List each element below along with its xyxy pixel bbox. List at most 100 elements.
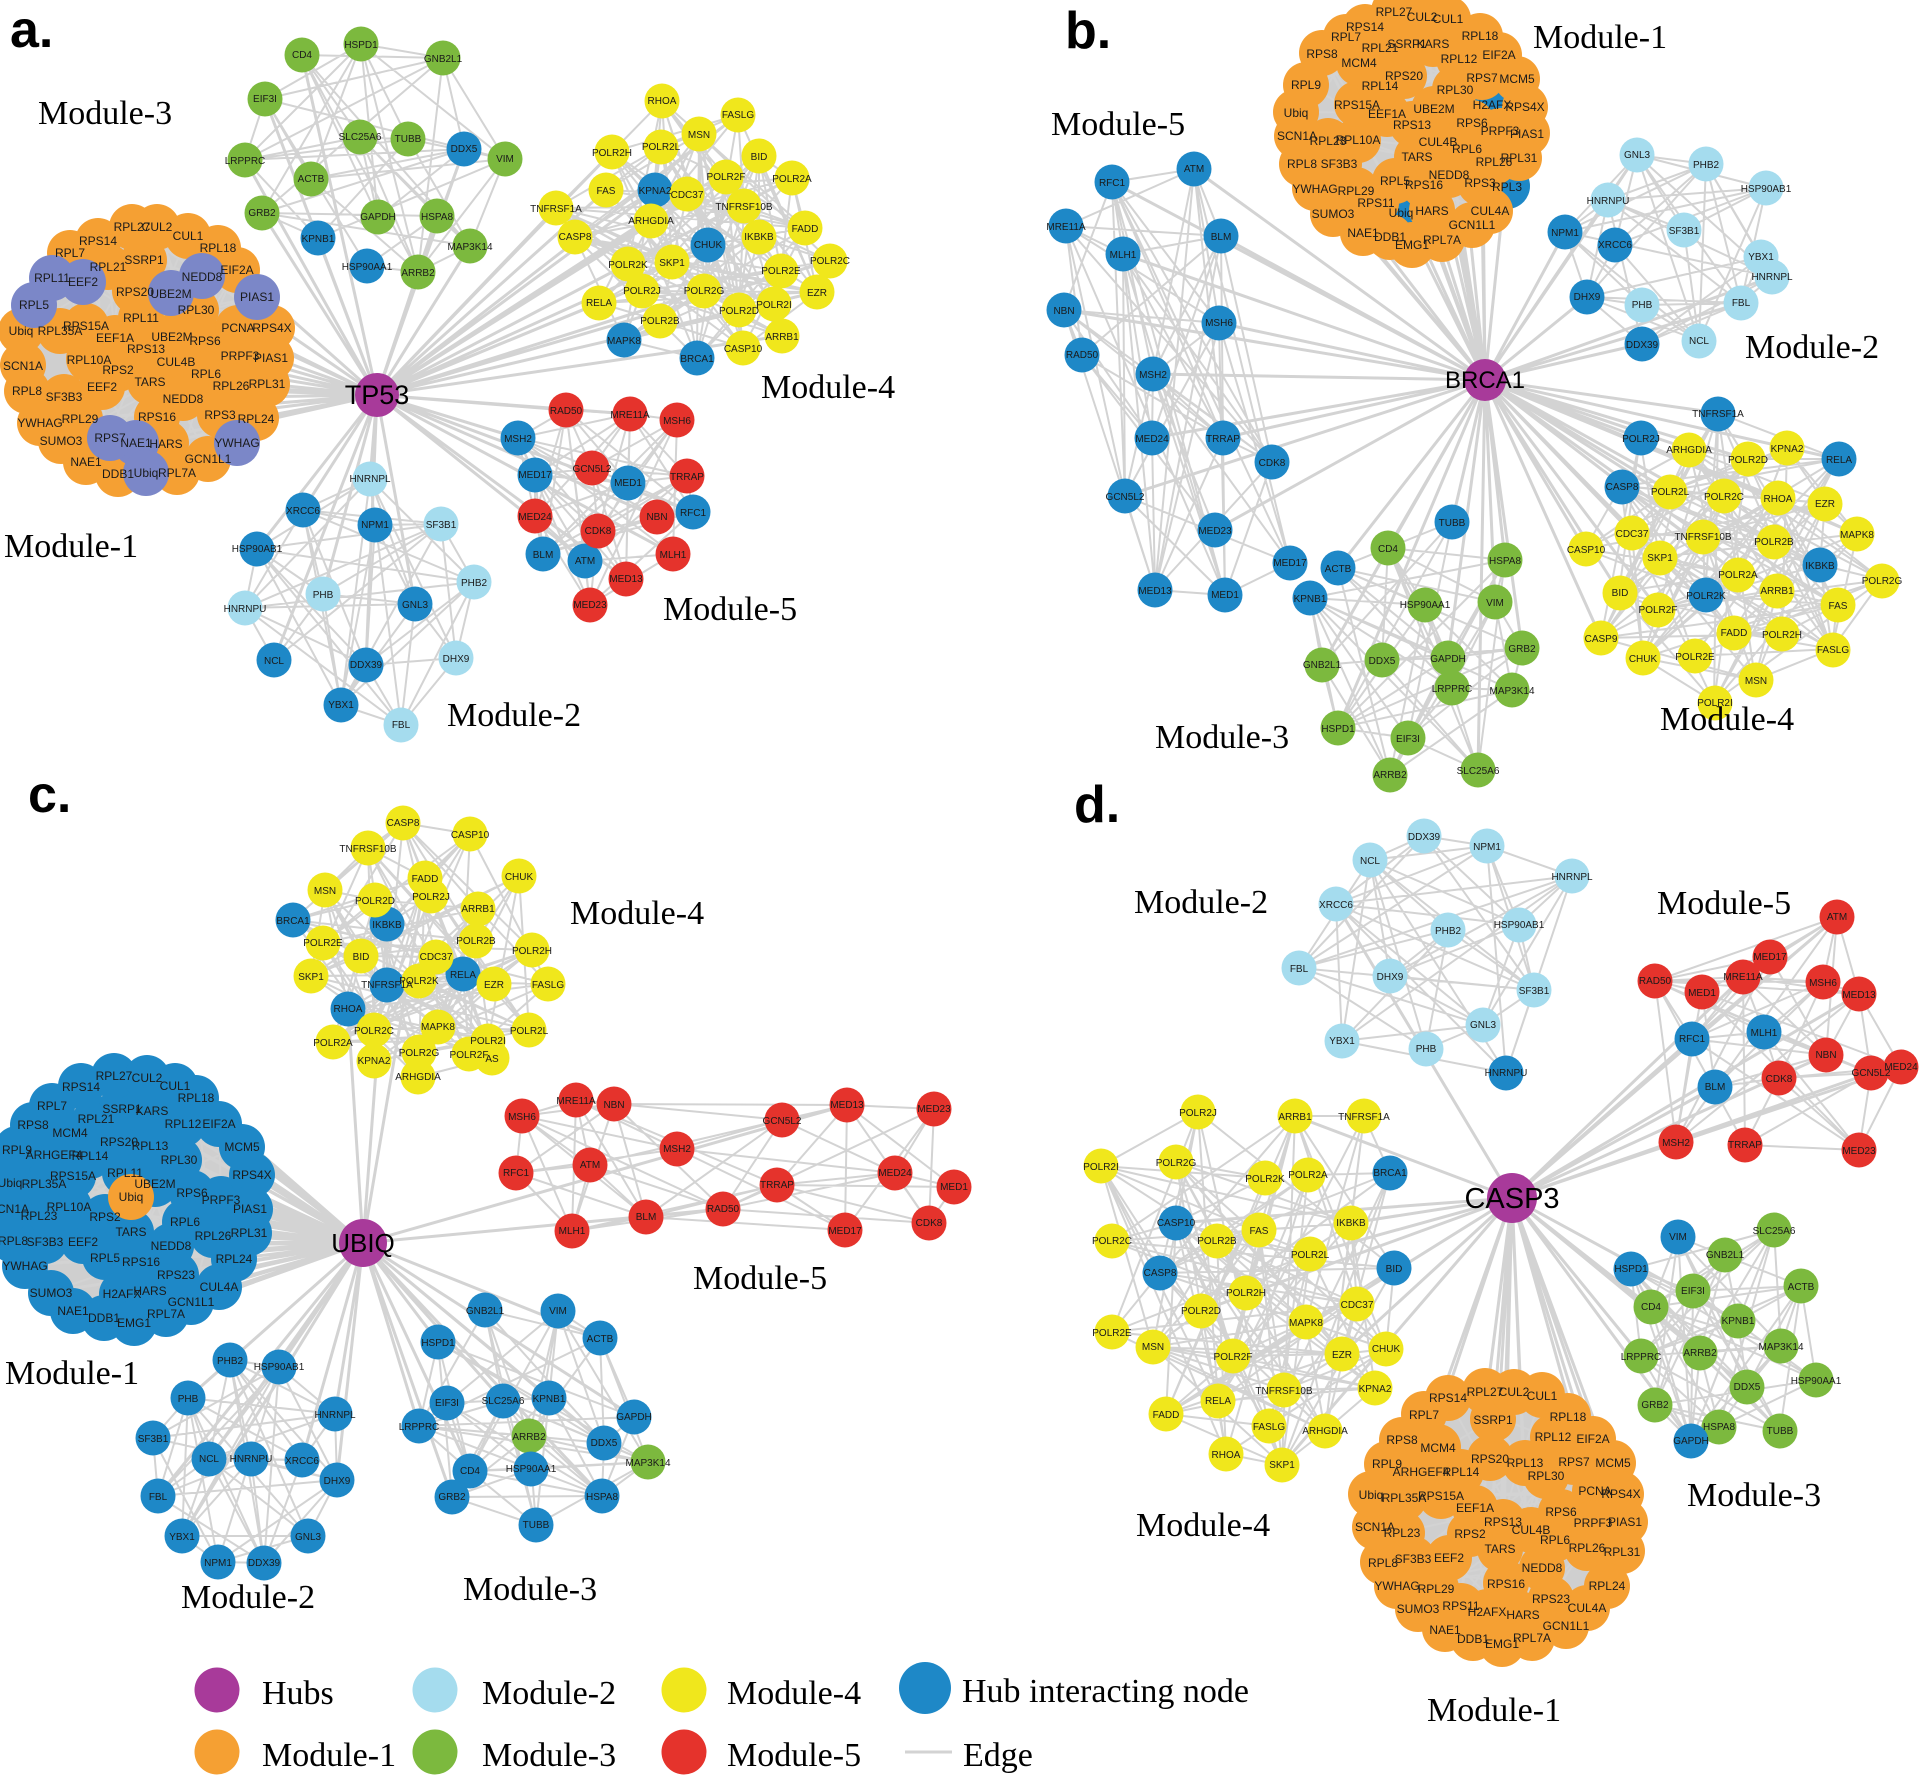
svg-text:RPL23: RPL23: [21, 1209, 58, 1223]
svg-text:POLR2L: POLR2L: [510, 1026, 549, 1037]
svg-text:CDC37: CDC37: [1616, 529, 1649, 540]
svg-text:RFC1: RFC1: [503, 1168, 530, 1179]
svg-text:SF3B3: SF3B3: [1321, 157, 1358, 171]
svg-text:PHB2: PHB2: [217, 1356, 244, 1367]
svg-text:EIF2A: EIF2A: [220, 263, 253, 277]
svg-text:ARRB2: ARRB2: [1683, 1348, 1717, 1359]
svg-text:IKBKB: IKBKB: [372, 920, 402, 931]
svg-text:FADD: FADD: [792, 224, 819, 235]
svg-text:PHB: PHB: [1632, 300, 1653, 311]
svg-text:RPL27: RPL27: [114, 220, 151, 234]
svg-text:KARS: KARS: [136, 1104, 169, 1118]
svg-text:DDX5: DDX5: [591, 1438, 618, 1449]
svg-text:MED1: MED1: [1211, 590, 1239, 601]
svg-text:NAE1: NAE1: [1347, 226, 1379, 240]
svg-text:RPS13: RPS13: [1484, 1515, 1522, 1529]
svg-text:NAE1: NAE1: [57, 1304, 89, 1318]
svg-text:DHX9: DHX9: [1377, 972, 1404, 983]
svg-text:HSPD1: HSPD1: [1614, 1264, 1648, 1275]
svg-text:MLH1: MLH1: [559, 1226, 586, 1237]
svg-text:YBX1: YBX1: [1329, 1036, 1355, 1047]
svg-text:RPL27: RPL27: [1376, 5, 1413, 19]
svg-text:RPS3: RPS3: [204, 408, 236, 422]
svg-text:TUBB: TUBB: [1439, 518, 1466, 529]
svg-text:SCN1A: SCN1A: [0, 1202, 29, 1216]
svg-text:MSH6: MSH6: [663, 416, 691, 427]
svg-text:FASLG: FASLG: [722, 110, 754, 121]
svg-text:XRCC6: XRCC6: [286, 506, 320, 517]
svg-text:SF3B3: SF3B3: [1395, 1552, 1432, 1566]
svg-text:GCN5L2: GCN5L2: [1852, 1068, 1891, 1079]
svg-text:CASP10: CASP10: [451, 830, 490, 841]
svg-text:FBL: FBL: [1290, 964, 1309, 975]
svg-text:RPS23: RPS23: [1532, 1592, 1570, 1606]
svg-text:VIM: VIM: [1486, 598, 1504, 609]
svg-text:RPS15A: RPS15A: [1418, 1489, 1464, 1503]
svg-text:HNRNPL: HNRNPL: [1551, 872, 1593, 883]
svg-text:BRCA1: BRCA1: [276, 916, 310, 927]
svg-text:POLR2D: POLR2D: [1181, 1306, 1221, 1317]
svg-text:SSRP1: SSRP1: [124, 253, 164, 267]
svg-text:RPS6: RPS6: [176, 1186, 208, 1200]
svg-text:MED1: MED1: [940, 1182, 968, 1193]
svg-text:ARHGEF4: ARHGEF4: [1393, 1465, 1450, 1479]
svg-text:RPL10A: RPL10A: [67, 353, 112, 367]
svg-text:GAPDH: GAPDH: [616, 1412, 652, 1423]
svg-text:H2AFX: H2AFX: [1468, 1605, 1507, 1619]
svg-text:Module-1: Module-1: [5, 1355, 139, 1392]
svg-text:EEF2: EEF2: [68, 275, 98, 289]
svg-text:EEF2: EEF2: [1434, 1551, 1464, 1565]
svg-text:CD4: CD4: [1378, 544, 1398, 555]
svg-text:RPS20: RPS20: [116, 285, 154, 299]
svg-text:POLR2F: POLR2F: [450, 1050, 489, 1061]
svg-text:RPL7A: RPL7A: [1513, 1631, 1551, 1645]
svg-text:POLR2J: POLR2J: [623, 286, 661, 297]
svg-text:KARS: KARS: [1417, 37, 1450, 51]
svg-text:GNB2L1: GNB2L1: [424, 54, 463, 65]
svg-text:HSPA8: HSPA8: [586, 1492, 618, 1503]
svg-text:ATM: ATM: [580, 1160, 600, 1171]
svg-text:MED24: MED24: [1884, 1062, 1918, 1073]
svg-text:MSH6: MSH6: [1205, 318, 1233, 329]
svg-text:MED13: MED13: [609, 574, 643, 585]
svg-text:FASLG: FASLG: [1817, 645, 1849, 656]
svg-text:POLR2E: POLR2E: [1092, 1328, 1132, 1339]
svg-text:RPL11: RPL11: [34, 271, 70, 285]
svg-text:BID: BID: [353, 952, 370, 963]
svg-text:NCL: NCL: [1689, 336, 1709, 347]
svg-text:SKP1: SKP1: [298, 972, 324, 983]
svg-text:SLC25A6: SLC25A6: [339, 132, 382, 143]
svg-text:Module-4: Module-4: [1136, 1507, 1270, 1544]
svg-text:CASP8: CASP8: [387, 818, 420, 829]
svg-text:RPL30: RPL30: [1437, 83, 1474, 97]
svg-text:EIF3I: EIF3I: [253, 94, 277, 105]
svg-text:POLR2D: POLR2D: [355, 896, 395, 907]
svg-text:Module-3: Module-3: [463, 1571, 597, 1608]
svg-text:MCM5: MCM5: [224, 1140, 260, 1154]
svg-text:POLR2E: POLR2E: [1675, 652, 1715, 663]
svg-text:PRPF3: PRPF3: [221, 349, 260, 363]
svg-text:ACTB: ACTB: [587, 1334, 614, 1345]
svg-text:RPL27: RPL27: [1467, 1385, 1504, 1399]
svg-text:BID: BID: [1612, 588, 1629, 599]
svg-text:TNFRSF10B: TNFRSF10B: [715, 202, 773, 213]
svg-text:Ubiq: Ubiq: [1284, 106, 1309, 120]
svg-text:POLR2B: POLR2B: [1754, 537, 1794, 548]
svg-text:IKBKB: IKBKB: [1805, 561, 1835, 572]
svg-text:SKP1: SKP1: [659, 258, 685, 269]
svg-text:SUMO3: SUMO3: [40, 434, 83, 448]
svg-text:BLM: BLM: [533, 550, 554, 561]
svg-text:MAPK8: MAPK8: [1840, 530, 1874, 541]
svg-text:RPL13: RPL13: [132, 1139, 169, 1153]
svg-text:RPS13: RPS13: [127, 342, 165, 356]
svg-text:YWHAG: YWHAG: [2, 1259, 47, 1273]
svg-text:YBX1: YBX1: [169, 1532, 195, 1543]
svg-text:NEDD8: NEDD8: [1429, 168, 1470, 182]
svg-text:PHB: PHB: [1416, 1044, 1437, 1055]
svg-text:RPL7: RPL7: [37, 1099, 67, 1113]
svg-text:ARRB1: ARRB1: [1278, 1112, 1312, 1123]
svg-text:CDK8: CDK8: [1766, 1074, 1793, 1085]
svg-text:KPNA2: KPNA2: [1771, 444, 1804, 455]
svg-text:CUL4A: CUL4A: [1471, 204, 1510, 218]
svg-text:RPS8: RPS8: [17, 1118, 49, 1132]
